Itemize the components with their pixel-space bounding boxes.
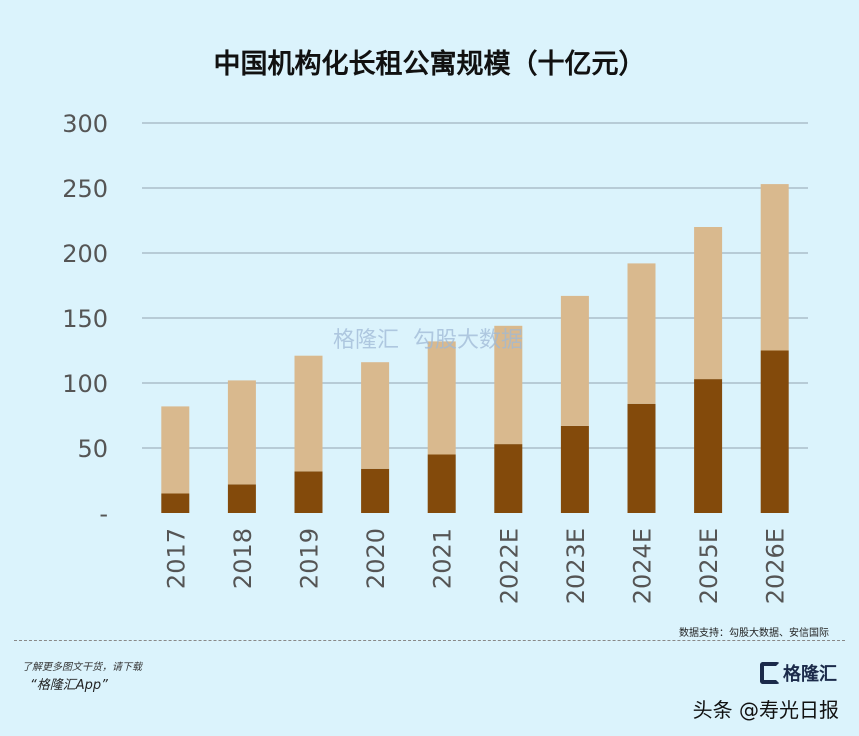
y-tick-label: 250: [62, 175, 108, 203]
bar-segment: [494, 444, 523, 513]
x-tick-label: 2023E: [562, 528, 590, 604]
divider: [14, 640, 845, 641]
x-tick-label: 2020: [362, 528, 390, 589]
bar-segment: [294, 471, 323, 513]
bar-segment: [427, 454, 456, 513]
bar-segment: [294, 355, 323, 472]
bar-segment: [560, 295, 589, 426]
logo-g-icon: [760, 662, 780, 684]
watermark-partner: 勾股大数据: [413, 328, 524, 353]
x-tick-label: 2018: [229, 528, 257, 589]
bar-segment: [694, 379, 723, 513]
x-tick-label: 2021: [429, 528, 457, 589]
y-tick-label: 200: [62, 240, 108, 268]
chart-title: 中国机构化长租公寓规模（十亿元）: [213, 49, 646, 80]
credit-text: 头条 @寿光日报: [692, 698, 839, 722]
bar-segment: [560, 425, 589, 513]
bar-segment: [361, 468, 390, 513]
bar-segment: [627, 263, 656, 404]
x-tick-label: 2017: [162, 528, 190, 589]
x-tick-label: 2019: [296, 528, 324, 589]
y-tick-label: 100: [62, 370, 108, 398]
y-tick-label: -: [99, 500, 108, 528]
bar-segment: [227, 380, 256, 485]
y-tick-label: 150: [62, 305, 108, 333]
logo-text: 格隆汇: [783, 664, 837, 685]
bar-segment: [361, 362, 390, 469]
watermark-brand: 格隆汇: [333, 328, 400, 353]
y-tick-label: 300: [62, 110, 108, 138]
y-tick-label: 50: [77, 435, 108, 463]
bar-segment: [161, 493, 190, 513]
x-tick-label: 2022E: [495, 528, 523, 604]
bar-segment: [760, 184, 789, 351]
x-tick-label: 2026E: [762, 528, 790, 604]
bar-segment: [161, 406, 190, 494]
bar-segment: [494, 325, 523, 445]
x-tick-label: 2025E: [695, 528, 723, 604]
data-source: 数据支持：勾股大数据、安信国际: [679, 628, 829, 639]
promo-text: 了解更多图文干货，请下载: [22, 662, 142, 673]
bar-chart: - 50 100 150 200 250 300 2017 2018 2019 2020 2021 20…: [62, 110, 808, 604]
bar-segment: [427, 341, 456, 455]
watermark: 格隆汇 勾股大数据: [333, 322, 523, 354]
bar-segment: [227, 484, 256, 513]
bar-segment: [627, 403, 656, 513]
bar-segment: [760, 350, 789, 513]
promo-app: “格隆汇App”: [30, 678, 108, 693]
brand-logo: 格隆汇: [760, 660, 837, 686]
x-tick-label: 2024E: [629, 528, 657, 604]
bar-segment: [694, 227, 723, 380]
